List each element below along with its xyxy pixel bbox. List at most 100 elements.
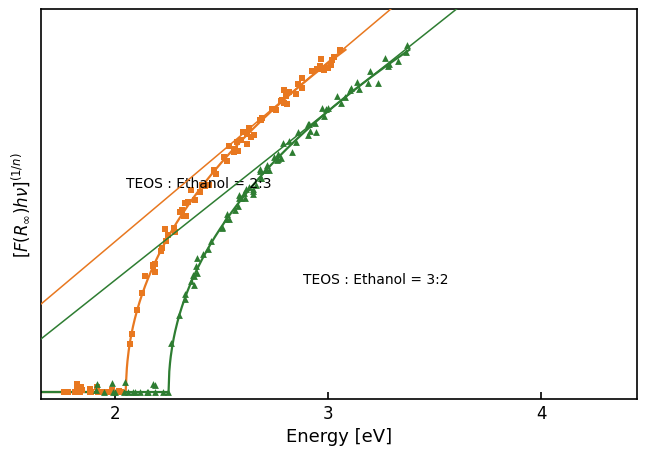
Point (175, 208, 185, 216)
Point (73, 389, 83, 396)
Point (123, 389, 133, 396)
Point (63, 389, 74, 396)
Point (148, 381, 159, 388)
Point (74, 389, 85, 396)
Point (189, 282, 199, 289)
Point (128, 389, 138, 396)
Point (248, 188, 258, 196)
Point (326, 62, 336, 69)
Point (99, 389, 109, 396)
Point (140, 273, 150, 280)
Point (71, 389, 81, 396)
Point (311, 130, 321, 137)
Point (188, 273, 199, 280)
Point (242, 131, 252, 138)
X-axis label: Energy [eV]: Energy [eV] (286, 427, 392, 445)
Point (305, 128, 315, 135)
Point (241, 186, 252, 193)
Point (267, 106, 278, 113)
Point (340, 94, 350, 101)
Point (401, 50, 411, 57)
Point (179, 200, 190, 207)
Point (238, 129, 248, 136)
Point (181, 213, 191, 220)
Point (316, 56, 326, 64)
Point (195, 188, 205, 196)
Point (276, 98, 286, 106)
Point (303, 121, 314, 129)
Point (279, 87, 289, 94)
Point (277, 97, 287, 104)
Point (132, 307, 142, 314)
Point (322, 65, 333, 72)
Point (272, 151, 283, 158)
Point (203, 246, 213, 253)
Point (158, 389, 168, 396)
Point (149, 382, 160, 389)
Point (276, 155, 286, 162)
Point (307, 68, 318, 75)
Point (244, 126, 254, 133)
Point (314, 63, 325, 70)
Point (137, 289, 147, 297)
Point (120, 379, 131, 386)
Point (281, 93, 291, 100)
Point (150, 389, 160, 396)
Point (272, 157, 282, 164)
Point (296, 76, 307, 83)
Point (292, 81, 303, 88)
Point (173, 312, 184, 319)
Point (297, 85, 307, 92)
Point (72, 387, 82, 394)
Point (255, 166, 265, 173)
Point (91, 387, 101, 394)
Point (98, 389, 109, 396)
Point (273, 156, 283, 163)
Point (183, 199, 193, 206)
Point (161, 238, 171, 245)
Point (148, 262, 159, 269)
Point (142, 389, 153, 396)
Point (256, 117, 266, 124)
Point (63, 388, 73, 395)
Point (402, 42, 412, 50)
Point (109, 389, 120, 396)
Point (93, 389, 103, 396)
Point (271, 107, 281, 115)
Point (316, 105, 327, 112)
Point (365, 68, 375, 76)
Point (150, 269, 160, 276)
Y-axis label: $[F(R_\infty)h\nu]^{(1/n)}$: $[F(R_\infty)h\nu]^{(1/n)}$ (10, 152, 32, 257)
Point (222, 211, 232, 218)
Point (278, 140, 289, 147)
Point (284, 89, 294, 96)
Point (257, 116, 267, 123)
Point (76, 384, 87, 391)
Point (179, 213, 189, 220)
Point (211, 171, 221, 178)
Point (351, 79, 362, 86)
Point (160, 226, 171, 233)
Point (148, 263, 159, 270)
Point (166, 339, 176, 346)
Point (261, 167, 271, 175)
Point (180, 296, 190, 303)
Point (77, 387, 87, 394)
Point (135, 389, 145, 396)
Point (217, 223, 227, 231)
Point (177, 207, 187, 215)
Point (108, 389, 118, 396)
Point (303, 132, 313, 139)
Point (179, 291, 190, 298)
Point (329, 54, 340, 61)
Point (127, 331, 137, 338)
Point (115, 389, 125, 396)
Point (346, 85, 356, 92)
Point (333, 94, 343, 101)
Point (170, 229, 180, 236)
Point (125, 340, 135, 348)
Point (336, 100, 346, 107)
Point (287, 150, 298, 157)
Point (255, 168, 265, 176)
Point (204, 182, 214, 190)
